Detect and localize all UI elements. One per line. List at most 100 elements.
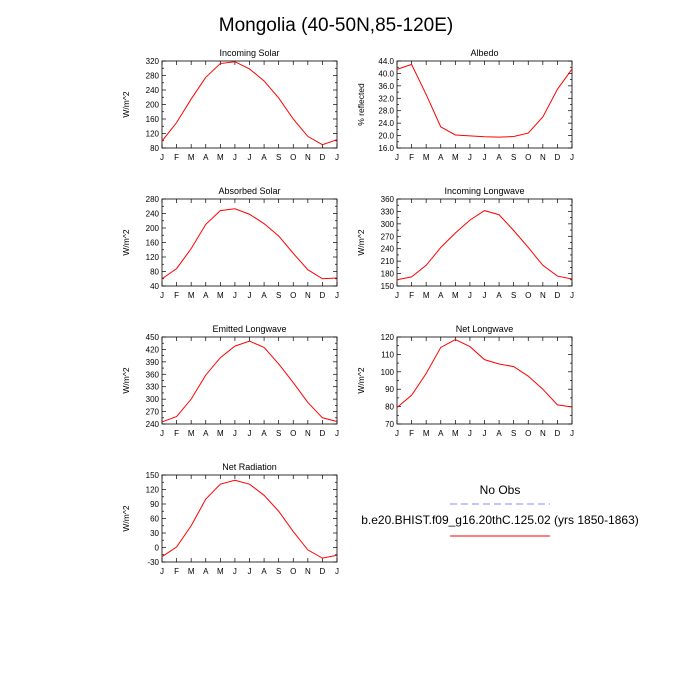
y-tick-label: 70 [385, 420, 394, 429]
y-tick-label: 360 [146, 370, 160, 379]
x-tick-label: D [555, 429, 561, 438]
x-tick-label: N [305, 153, 311, 162]
x-tick-label: D [320, 291, 326, 300]
y-tick-label: 280 [146, 195, 160, 204]
y-tick-label: 110 [381, 350, 394, 359]
x-tick-label: J [483, 153, 487, 162]
y-tick-label: 360 [381, 195, 395, 204]
panel-title: Incoming Solar [219, 48, 279, 58]
legend-model-label: b.e20.BHIST.f09_g16.20thC.125.02 (yrs 18… [361, 513, 639, 527]
x-tick-label: D [320, 567, 326, 576]
x-tick-label: O [290, 567, 296, 576]
x-tick-label: J [335, 429, 339, 438]
x-tick-label: D [320, 153, 326, 162]
x-tick-label: A [438, 153, 444, 162]
x-tick-label: J [570, 429, 574, 438]
x-tick-label: M [452, 429, 459, 438]
x-tick-label: J [570, 153, 574, 162]
x-tick-label: J [160, 153, 164, 162]
y-tick-label: 40.0 [378, 69, 394, 78]
plot-frame [396, 336, 573, 425]
y-tick-label: 240 [381, 245, 395, 254]
y-tick-label: 420 [146, 345, 160, 354]
x-tick-label: F [174, 153, 179, 162]
x-tick-label: F [174, 567, 179, 576]
x-tick-label: S [511, 291, 516, 300]
x-tick-label: J [468, 153, 472, 162]
x-tick-label: J [160, 429, 164, 438]
x-tick-label: M [188, 429, 195, 438]
y-tick-label: 160 [146, 115, 160, 124]
x-tick-label: J [233, 153, 237, 162]
x-tick-label: J [570, 291, 574, 300]
y-tick-label: 120 [146, 486, 160, 495]
x-tick-label: N [305, 291, 311, 300]
y-tick-label: 28.0 [378, 107, 394, 116]
figure-title: Mongolia (40-50N,85-120E) [219, 15, 453, 36]
y-tick-label: 120 [146, 130, 160, 139]
legend: No Obs b.e20.BHIST.f09_g16.20thC.125.02 … [361, 483, 639, 537]
plot-frame [161, 198, 338, 287]
x-tick-label: N [540, 153, 546, 162]
x-tick-label: M [217, 567, 224, 576]
x-tick-label: M [188, 153, 195, 162]
y-tick-label: 44.0 [378, 57, 394, 66]
x-tick-label: J [233, 567, 237, 576]
x-tick-label: J [395, 429, 399, 438]
x-tick-label: A [203, 291, 209, 300]
series-line [161, 340, 338, 423]
series-line [161, 61, 338, 146]
y-tick-label: 32.0 [378, 94, 394, 103]
x-tick-label: M [423, 429, 430, 438]
y-tick-label: 0 [155, 544, 160, 553]
x-tick-label: A [261, 429, 267, 438]
series-line [161, 479, 338, 559]
x-tick-label: M [217, 429, 224, 438]
y-tick-label: 240 [146, 210, 160, 219]
x-tick-label: A [203, 429, 209, 438]
panel-title: Absorbed Solar [218, 186, 280, 196]
x-tick-label: A [438, 291, 444, 300]
x-tick-label: O [525, 291, 531, 300]
x-tick-label: M [188, 567, 195, 576]
y-tick-label: 100 [381, 368, 395, 377]
x-tick-label: O [525, 153, 531, 162]
y-tick-label: 450 [146, 333, 160, 342]
y-axis-label: W/m^2 [356, 367, 366, 393]
panel-title: Net Radiation [222, 462, 277, 472]
plot-frame [161, 336, 338, 425]
y-tick-label: 200 [146, 224, 160, 233]
x-tick-label: J [483, 291, 487, 300]
x-tick-label: O [290, 291, 296, 300]
y-tick-label: 24.0 [378, 119, 394, 128]
x-tick-label: S [511, 153, 516, 162]
x-tick-label: F [409, 429, 414, 438]
x-tick-label: J [468, 291, 472, 300]
x-tick-label: M [452, 291, 459, 300]
x-tick-label: N [540, 291, 546, 300]
plot-frame [396, 198, 573, 287]
x-tick-label: A [438, 429, 444, 438]
x-tick-label: M [452, 153, 459, 162]
x-tick-label: J [248, 429, 252, 438]
x-tick-label: J [335, 153, 339, 162]
x-tick-label: D [320, 429, 326, 438]
y-axis-label: W/m^2 [121, 367, 131, 393]
y-tick-label: 330 [381, 207, 395, 216]
y-tick-label: 60 [150, 515, 159, 524]
y-tick-label: 120 [146, 253, 160, 262]
y-tick-label: 150 [146, 471, 160, 480]
x-tick-label: A [261, 153, 267, 162]
x-tick-label: J [248, 153, 252, 162]
y-tick-label: 20.0 [378, 132, 394, 141]
x-tick-label: J [160, 567, 164, 576]
x-tick-label: O [525, 429, 531, 438]
y-tick-label: 16.0 [378, 144, 394, 153]
y-tick-label: 120 [381, 333, 395, 342]
plot-frame [161, 474, 338, 563]
x-tick-label: J [468, 429, 472, 438]
